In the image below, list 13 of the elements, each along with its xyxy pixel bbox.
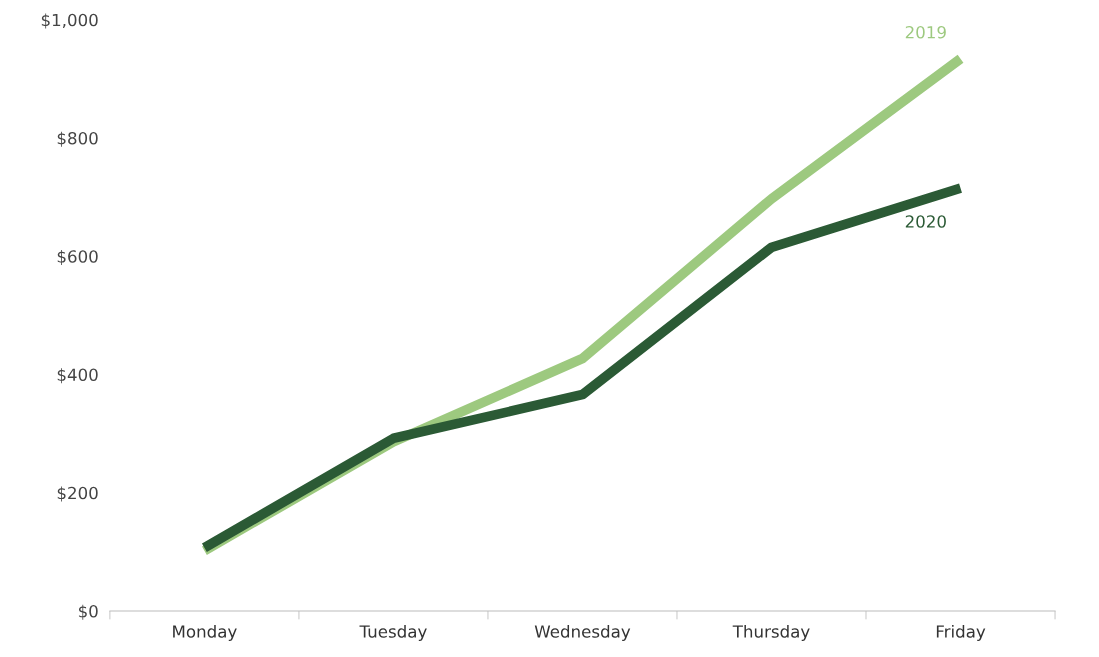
x-tick-label: Friday [936, 624, 986, 642]
y-tick-label: $200 [57, 486, 98, 502]
y-tick-label: $1,000 [41, 13, 98, 29]
x-tick-label: Thursday [732, 624, 810, 642]
series-label: 2019 [905, 25, 946, 39]
x-tick-label: Tuesday [359, 624, 427, 642]
y-tick-label: $600 [57, 249, 98, 266]
series-label: 2020 [905, 215, 946, 228]
y-tick-label: $800 [57, 131, 98, 147]
x-tick-label: Wednesday [534, 624, 631, 642]
y-tick-label: $400 [57, 368, 98, 384]
x-tick-label: Monday [173, 624, 237, 642]
y-tick-label: $0 [78, 604, 98, 620]
